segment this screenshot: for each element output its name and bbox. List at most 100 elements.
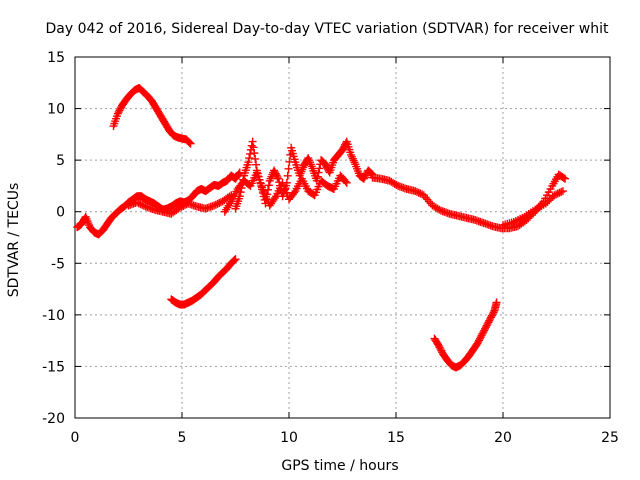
data-point <box>210 201 219 210</box>
data-point <box>256 179 265 188</box>
data-point <box>138 200 147 209</box>
data-point <box>177 202 186 211</box>
data-point <box>133 198 142 207</box>
data-point <box>411 187 420 196</box>
axes <box>74 56 611 419</box>
data-point <box>251 154 260 163</box>
x-tick-label: 5 <box>178 430 187 446</box>
data-point <box>557 187 566 196</box>
y-tick-label: -20 <box>42 411 65 427</box>
data-point <box>252 168 261 177</box>
y-tick-label: 0 <box>56 205 65 221</box>
data-point <box>349 156 358 165</box>
data-point <box>229 256 238 265</box>
x-tick-label: 10 <box>280 430 298 446</box>
series-arc-mid-lower <box>220 168 351 216</box>
data-point <box>264 185 273 194</box>
series-arc-main-lower-band <box>124 191 236 218</box>
data-point <box>139 201 148 210</box>
series-arc-right-late <box>499 187 567 230</box>
data-point <box>314 168 323 177</box>
x-tick-label: 25 <box>601 430 619 446</box>
data-point <box>180 201 189 210</box>
y-axis-label: SDTVAR / TECUs <box>6 183 22 298</box>
chart-title: Day 042 of 2016, Sidereal Day-to-day VTE… <box>46 21 609 37</box>
x-tick-label: 0 <box>71 430 80 446</box>
x-tick-label: 15 <box>387 430 405 446</box>
data-point <box>559 173 568 182</box>
data-point <box>134 199 143 208</box>
data-points <box>73 83 570 372</box>
data-point <box>230 255 239 264</box>
data-point <box>553 189 562 198</box>
plot-frame <box>74 56 611 419</box>
data-point <box>211 200 220 209</box>
data-point <box>366 168 375 177</box>
data-point <box>555 188 564 197</box>
data-point <box>558 187 567 196</box>
data-point <box>347 152 356 161</box>
data-point <box>412 187 421 196</box>
grid-lines <box>75 57 610 418</box>
data-point <box>215 199 224 208</box>
y-tick-label: 15 <box>47 50 65 66</box>
series-arc-mid-cluster <box>231 137 377 213</box>
data-point <box>550 191 559 200</box>
x-tick-label: 20 <box>494 430 512 446</box>
data-point <box>213 199 222 208</box>
data-point <box>231 255 240 264</box>
data-point <box>244 158 253 167</box>
data-point <box>254 172 263 181</box>
y-tick-label: 5 <box>56 153 65 169</box>
y-tick-label: 10 <box>47 102 65 118</box>
data-point <box>252 160 261 169</box>
data-point <box>175 203 184 212</box>
series-arc-lower-left <box>167 255 240 309</box>
data-point <box>283 171 292 180</box>
data-point <box>185 138 194 147</box>
data-point <box>342 178 351 187</box>
data-point <box>186 139 195 148</box>
data-point <box>246 149 255 158</box>
data-point <box>367 169 376 178</box>
data-point <box>248 137 257 146</box>
data-point <box>270 194 279 203</box>
data-point <box>273 173 282 182</box>
x-axis-label: GPS time / hours <box>281 458 398 474</box>
y-tick-label: -15 <box>42 359 65 375</box>
data-point <box>492 298 501 307</box>
data-point <box>184 137 193 146</box>
data-point <box>392 180 401 189</box>
data-point <box>136 200 145 209</box>
data-point <box>414 188 423 197</box>
data-point <box>255 175 264 184</box>
data-point <box>347 150 356 159</box>
data-point <box>234 169 243 178</box>
series-arc-lower-right <box>430 298 501 372</box>
data-point <box>561 174 570 183</box>
data-point <box>264 181 273 190</box>
data-point <box>348 154 357 163</box>
data-point <box>341 177 350 186</box>
data-point <box>245 154 254 163</box>
y-tick-label: -10 <box>42 308 65 324</box>
data-point <box>250 149 259 158</box>
data-point <box>258 183 267 192</box>
data-point <box>552 190 561 199</box>
data-point <box>315 164 324 173</box>
axis-ticks: 0 5 10 15 20 25 -20 -15 -10 -5 0 5 10 15 <box>42 50 619 446</box>
data-point <box>249 143 258 152</box>
data-point <box>274 174 283 183</box>
series-arc-upper-left <box>109 83 195 148</box>
data-point <box>416 189 425 198</box>
data-point <box>350 158 359 167</box>
data-point <box>247 141 256 150</box>
data-point <box>435 205 444 214</box>
data-point <box>290 188 299 197</box>
data-point <box>313 172 322 181</box>
data-point <box>179 201 188 210</box>
y-tick-label: -5 <box>51 256 65 272</box>
data-point <box>284 164 293 173</box>
